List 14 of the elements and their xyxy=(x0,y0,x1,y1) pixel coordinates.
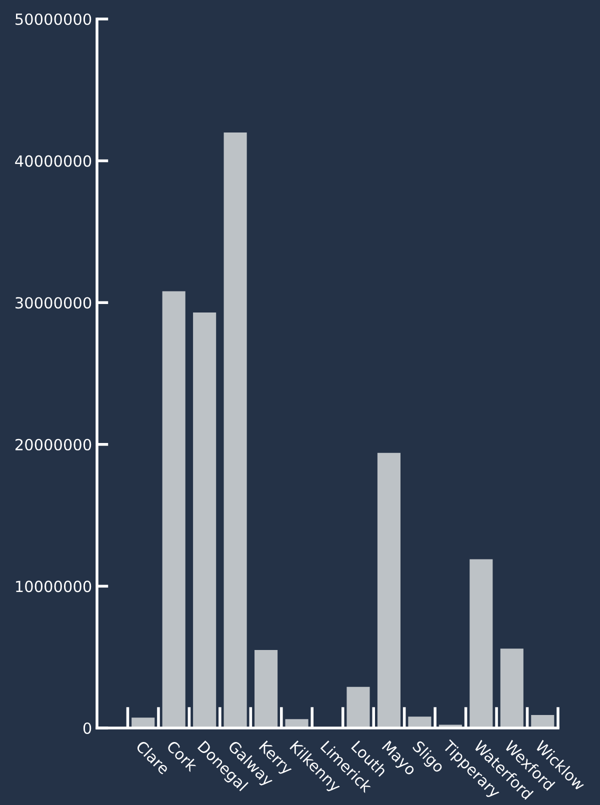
y-tick-label: 30000000 xyxy=(16,297,92,309)
y-tick-label: 10000000 xyxy=(16,580,92,592)
bar xyxy=(193,312,216,728)
bar xyxy=(224,132,247,728)
y-tick-label: 40000000 xyxy=(15,155,92,167)
bar xyxy=(500,648,524,728)
bar xyxy=(377,452,400,728)
y-tick-label: 50000000 xyxy=(16,13,92,26)
y-tick-label: 20000000 xyxy=(15,438,92,450)
bar xyxy=(346,686,370,728)
y-tick-label: 0 xyxy=(83,722,92,734)
bar xyxy=(254,650,278,728)
bar xyxy=(162,291,186,728)
bar xyxy=(470,559,493,728)
